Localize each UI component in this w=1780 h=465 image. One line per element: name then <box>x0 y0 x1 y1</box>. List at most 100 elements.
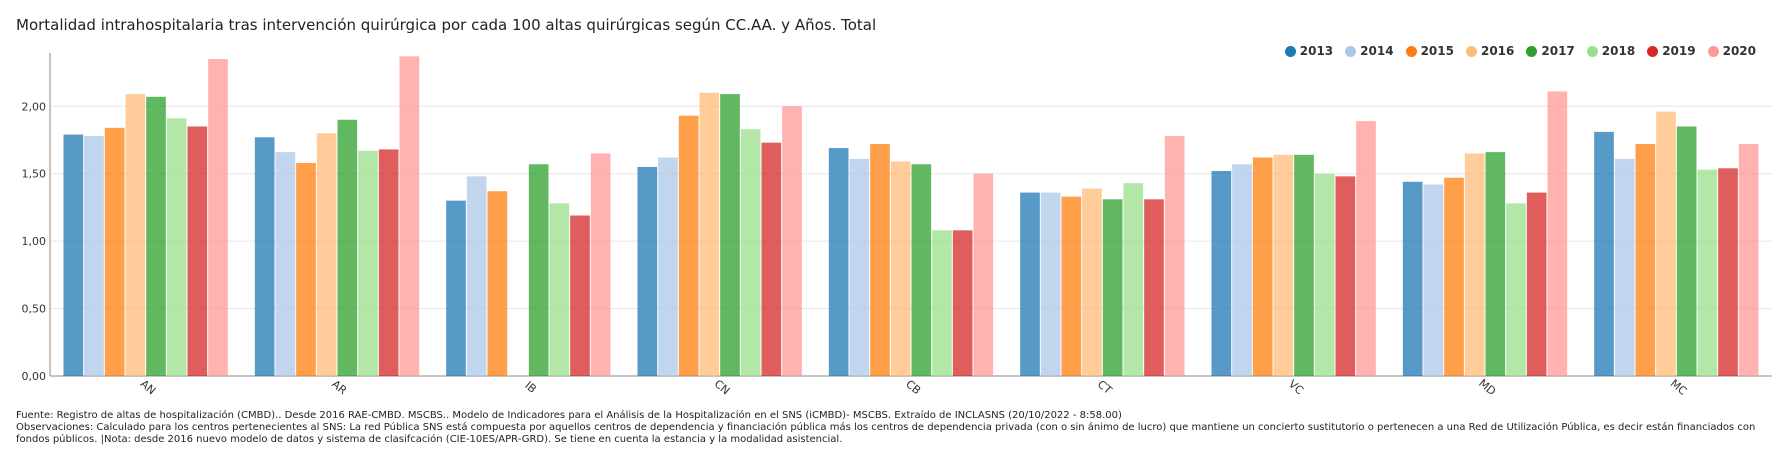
bar <box>1144 199 1164 376</box>
bar <box>1526 192 1547 376</box>
bar <box>1614 158 1635 376</box>
bar <box>187 126 208 377</box>
x-tick-label: CT <box>1095 378 1115 397</box>
bar <box>104 127 125 376</box>
bar <box>1464 153 1485 376</box>
bar <box>973 173 994 376</box>
legend-label: 2018 <box>1601 44 1636 58</box>
bar <box>208 59 228 377</box>
bar <box>1211 170 1232 376</box>
bar <box>890 161 911 376</box>
bar <box>1252 157 1273 376</box>
bar <box>1697 169 1718 376</box>
bar <box>1020 192 1040 376</box>
bar <box>849 158 870 376</box>
bar <box>1444 177 1464 376</box>
legend-item[interactable]: 2015 <box>1405 44 1454 58</box>
y-tick-label: 0,50 <box>22 303 47 316</box>
bar <box>1547 91 1568 377</box>
legend-label: 2015 <box>1420 44 1454 58</box>
bar <box>1738 144 1759 376</box>
source-note: Fuente: Registro de altas de hospitaliza… <box>16 410 1122 421</box>
bar <box>146 96 166 377</box>
x-tick-label: MD <box>1476 377 1498 399</box>
legend-label: 2017 <box>1541 44 1575 58</box>
legend-marker-icon <box>1405 45 1417 57</box>
legend-item[interactable]: 2020 <box>1707 44 1756 58</box>
bar <box>828 148 849 376</box>
legend-item[interactable]: 2016 <box>1465 44 1515 58</box>
bar-chart: 0,00 0,50 1,00 1,50 2,00 AN AR IB CN CB CT VC MD MC <box>22 53 1772 399</box>
bar <box>487 191 508 376</box>
bar <box>658 157 678 376</box>
bar <box>1314 173 1335 376</box>
bar <box>358 150 378 376</box>
bar <box>1423 184 1444 376</box>
legend-label: 2020 <box>1722 44 1756 58</box>
bar <box>1485 152 1506 376</box>
bar <box>275 152 296 376</box>
legend-item[interactable]: 2017 <box>1526 44 1575 58</box>
bar <box>466 176 487 376</box>
bar <box>590 153 611 376</box>
legend-marker-icon <box>1647 45 1659 57</box>
bar <box>782 106 802 376</box>
y-tick-label: 1,50 <box>22 168 47 181</box>
bar <box>1402 181 1423 376</box>
bar <box>1123 183 1144 376</box>
legend-item[interactable]: 2013 <box>1284 44 1334 58</box>
bar <box>932 230 952 376</box>
legend-label: 2014 <box>1360 44 1394 58</box>
x-tick-label: CN <box>712 377 733 397</box>
x-tick-label: MC <box>1668 377 1690 398</box>
chart-title: Mortalidad intrahospitalaria tras interv… <box>16 16 877 34</box>
legend-marker-icon <box>1284 45 1296 57</box>
bar <box>1594 131 1614 376</box>
bar <box>166 118 187 377</box>
chart-legend: 2013 2014 2015 2016 2017 2018 2019 2020 <box>1284 44 1756 58</box>
bar <box>296 162 316 376</box>
chart-footnotes: Fuente: Registro de altas de hospitaliza… <box>16 410 1756 446</box>
bar <box>399 56 420 376</box>
bar <box>1718 168 1738 376</box>
legend-item[interactable]: 2014 <box>1345 44 1394 58</box>
bar <box>1506 203 1526 376</box>
y-tick-label: 1,00 <box>22 235 47 248</box>
y-tick-label: 2,00 <box>22 100 47 113</box>
bar <box>870 144 890 376</box>
bar <box>125 94 146 376</box>
legend-label: 2016 <box>1480 44 1515 58</box>
bar <box>1635 144 1656 376</box>
legend-marker-icon <box>1707 45 1719 57</box>
x-tick-label: AN <box>138 377 158 397</box>
bar <box>1335 176 1356 376</box>
x-tick-label: IB <box>522 379 539 396</box>
bar <box>316 133 337 376</box>
x-tick-label: AR <box>329 377 349 397</box>
bar <box>570 215 590 376</box>
bar <box>720 94 740 376</box>
bar <box>1164 135 1185 376</box>
bar <box>1656 111 1676 376</box>
x-tick-label: VC <box>1286 377 1306 397</box>
bar <box>528 164 549 376</box>
legend-marker-icon <box>1345 45 1357 57</box>
bar <box>952 230 973 376</box>
bar <box>1676 126 1697 377</box>
observations-note: Observaciones: Calculado para los centro… <box>16 422 1756 445</box>
x-tick-label: CB <box>903 377 923 397</box>
bar <box>84 135 104 376</box>
legend-label: 2013 <box>1299 44 1334 58</box>
y-tick-label: 0,00 <box>22 370 47 383</box>
legend-label: 2019 <box>1662 44 1696 58</box>
legend-item[interactable]: 2018 <box>1586 44 1636 58</box>
bar <box>1273 154 1294 376</box>
legend-item[interactable]: 2019 <box>1647 44 1696 58</box>
bar <box>1061 196 1082 376</box>
bar <box>1356 121 1376 377</box>
bar <box>549 203 570 376</box>
bar <box>1040 192 1061 376</box>
bar <box>337 119 358 376</box>
bar <box>761 142 782 376</box>
bar <box>378 149 399 376</box>
